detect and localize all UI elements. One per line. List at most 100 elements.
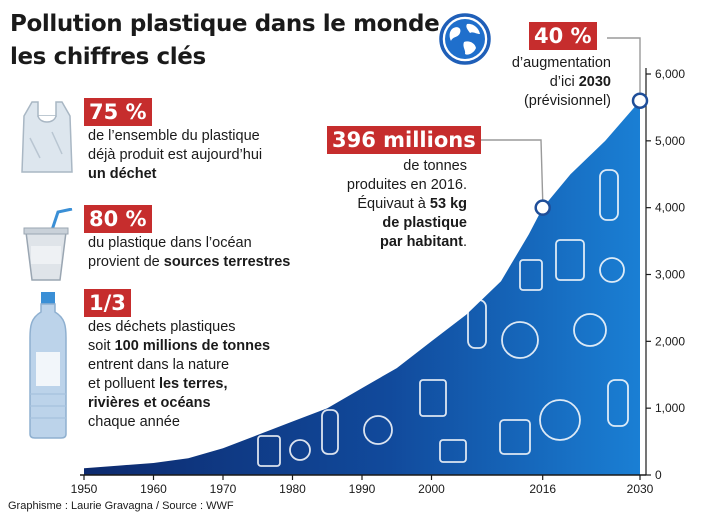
plastic-waste-decoration: [257, 169, 629, 467]
plastic-item-outline: [467, 299, 487, 349]
plastic-item-outline: [363, 415, 393, 445]
fact-2-text: du plastique dans l’océan provient de sou…: [88, 234, 290, 272]
globe-icon: [439, 13, 491, 65]
text-line: de plastique: [347, 214, 467, 233]
plastic-bag-icon: [21, 101, 73, 173]
text: d’augmentation: [511, 55, 611, 71]
source-credit: Graphisme : Laurie Gravagna / Source : W…: [8, 500, 234, 512]
highlight-point: [534, 199, 551, 216]
bold-text: les terres,: [158, 376, 228, 392]
x-tick-label: 1960: [140, 482, 167, 496]
x-tick-label: 2000: [418, 482, 445, 496]
plastic-item-outline: [419, 379, 447, 417]
bold-text: un déchet: [88, 166, 157, 182]
text: et polluent: [88, 376, 159, 392]
text: (prévisionnel): [523, 93, 611, 109]
title-line-1: Pollution plastique dans le monde :: [10, 11, 456, 37]
text-line: provient de sources terrestres: [88, 253, 290, 272]
annotation-2030-badge: 40 %: [529, 22, 597, 50]
text: entrent dans la nature: [88, 357, 230, 373]
leader-lines: [472, 37, 641, 200]
text: du plastique dans l’océan: [88, 235, 252, 251]
text: produites en 2016.: [346, 177, 467, 193]
text-line: chaque année: [88, 413, 270, 432]
annotation-2016-text: de tonnes produites en 2016. Équivaut à 53…: [347, 157, 467, 252]
text: provient de: [88, 254, 164, 270]
annotation-2016-badge: 396 millions: [327, 126, 481, 154]
title-line-2: les chiffres clés: [10, 44, 206, 70]
fact-3-text: des déchets plastiques soit 100 millions …: [88, 318, 270, 432]
y-tick-label: 0: [655, 468, 662, 482]
y-tick-label: 4,000: [655, 201, 685, 215]
bold-text: 100 millions de tonnes: [114, 338, 271, 354]
x-tick-label: 1970: [210, 482, 237, 496]
plastic-item-outline: [439, 439, 467, 463]
plastic-item-outline: [599, 169, 619, 221]
highlight-markers: [534, 92, 649, 216]
plastic-item-outline: [539, 399, 581, 441]
text: d’ici: [549, 74, 579, 90]
x-tick-label: 1990: [349, 482, 376, 496]
plastic-item-outline: [257, 435, 281, 467]
y-tick-label: 1,000: [655, 401, 685, 415]
text: soit: [88, 338, 115, 354]
y-tick-label: 2,000: [655, 334, 685, 348]
text-line: Équivaut à 53 kg: [347, 195, 467, 214]
text-line: d’augmentation: [512, 54, 611, 73]
y-tick-label: 6,000: [655, 67, 685, 81]
text-line: entrent dans la nature: [88, 356, 270, 375]
plastic-bottle-icon: [29, 292, 67, 439]
plastic-item-outline: [573, 313, 607, 347]
leader-line-2016: [472, 139, 544, 200]
bold-text: rivières et océans: [88, 395, 211, 411]
plastic-item-outline: [499, 419, 531, 455]
y-tick-label: 3,000: [655, 268, 685, 282]
text-line: un déchet: [88, 165, 262, 184]
plastic-item-outline: [501, 321, 539, 359]
annotation-2030-text: d’augmentation d’ici 2030 (prévisionnel): [512, 54, 611, 111]
highlight-point: [631, 92, 649, 109]
text: Équivaut à: [357, 196, 430, 212]
x-tick-label: 2030: [627, 482, 654, 496]
text-line: soit 100 millions de tonnes: [88, 337, 270, 356]
text: déjà produit est aujourd’hui: [88, 147, 263, 163]
leader-line-2030: [607, 37, 641, 93]
plastic-item-outline: [599, 257, 625, 283]
text-line: (prévisionnel): [512, 92, 611, 111]
text: chaque année: [88, 414, 180, 430]
text-line: rivières et océans: [88, 394, 270, 413]
text-line: de l’ensemble du plastique: [88, 127, 262, 146]
text-line: d’ici 2030: [512, 73, 611, 92]
fact-2-badge: 80 %: [84, 205, 152, 233]
bold-text: 53 kg: [429, 196, 467, 212]
y-tick-label: 5,000: [655, 134, 685, 148]
text-line: du plastique dans l’océan: [88, 234, 290, 253]
bold-text: par habitant: [379, 234, 463, 250]
area-series: [84, 100, 640, 475]
fact-1-badge: 75 %: [84, 98, 152, 126]
text-line: déjà produit est aujourd’hui: [88, 146, 262, 165]
plastic-item-outline: [555, 239, 585, 281]
text-line: et polluent les terres,: [88, 375, 270, 394]
text: des déchets plastiques: [88, 319, 236, 335]
plastic-item-outline: [607, 379, 629, 427]
plastic-item-outline: [321, 409, 339, 455]
text: .: [462, 234, 467, 250]
page-title: Pollution plastique dans le monde : les …: [10, 8, 456, 74]
text: de l’ensemble du plastique: [88, 128, 260, 144]
text-line: par habitant.: [347, 233, 467, 252]
fact-1-text: de l’ensemble du plastique déjà produit e…: [88, 127, 262, 184]
plastic-item-outline: [289, 439, 311, 461]
bold-text: de plastique: [382, 215, 467, 231]
text: de tonnes: [403, 158, 467, 174]
fact-3-badge: 1/3: [84, 289, 131, 317]
x-tick-label: 2016: [529, 482, 556, 496]
plastic-cup-straw-icon: [23, 208, 73, 281]
text-line: de tonnes: [347, 157, 467, 176]
area-layer: [84, 100, 640, 475]
plastic-item-outline: [519, 259, 543, 291]
x-tick-label: 1980: [279, 482, 306, 496]
x-tick-label: 1950: [71, 482, 98, 496]
